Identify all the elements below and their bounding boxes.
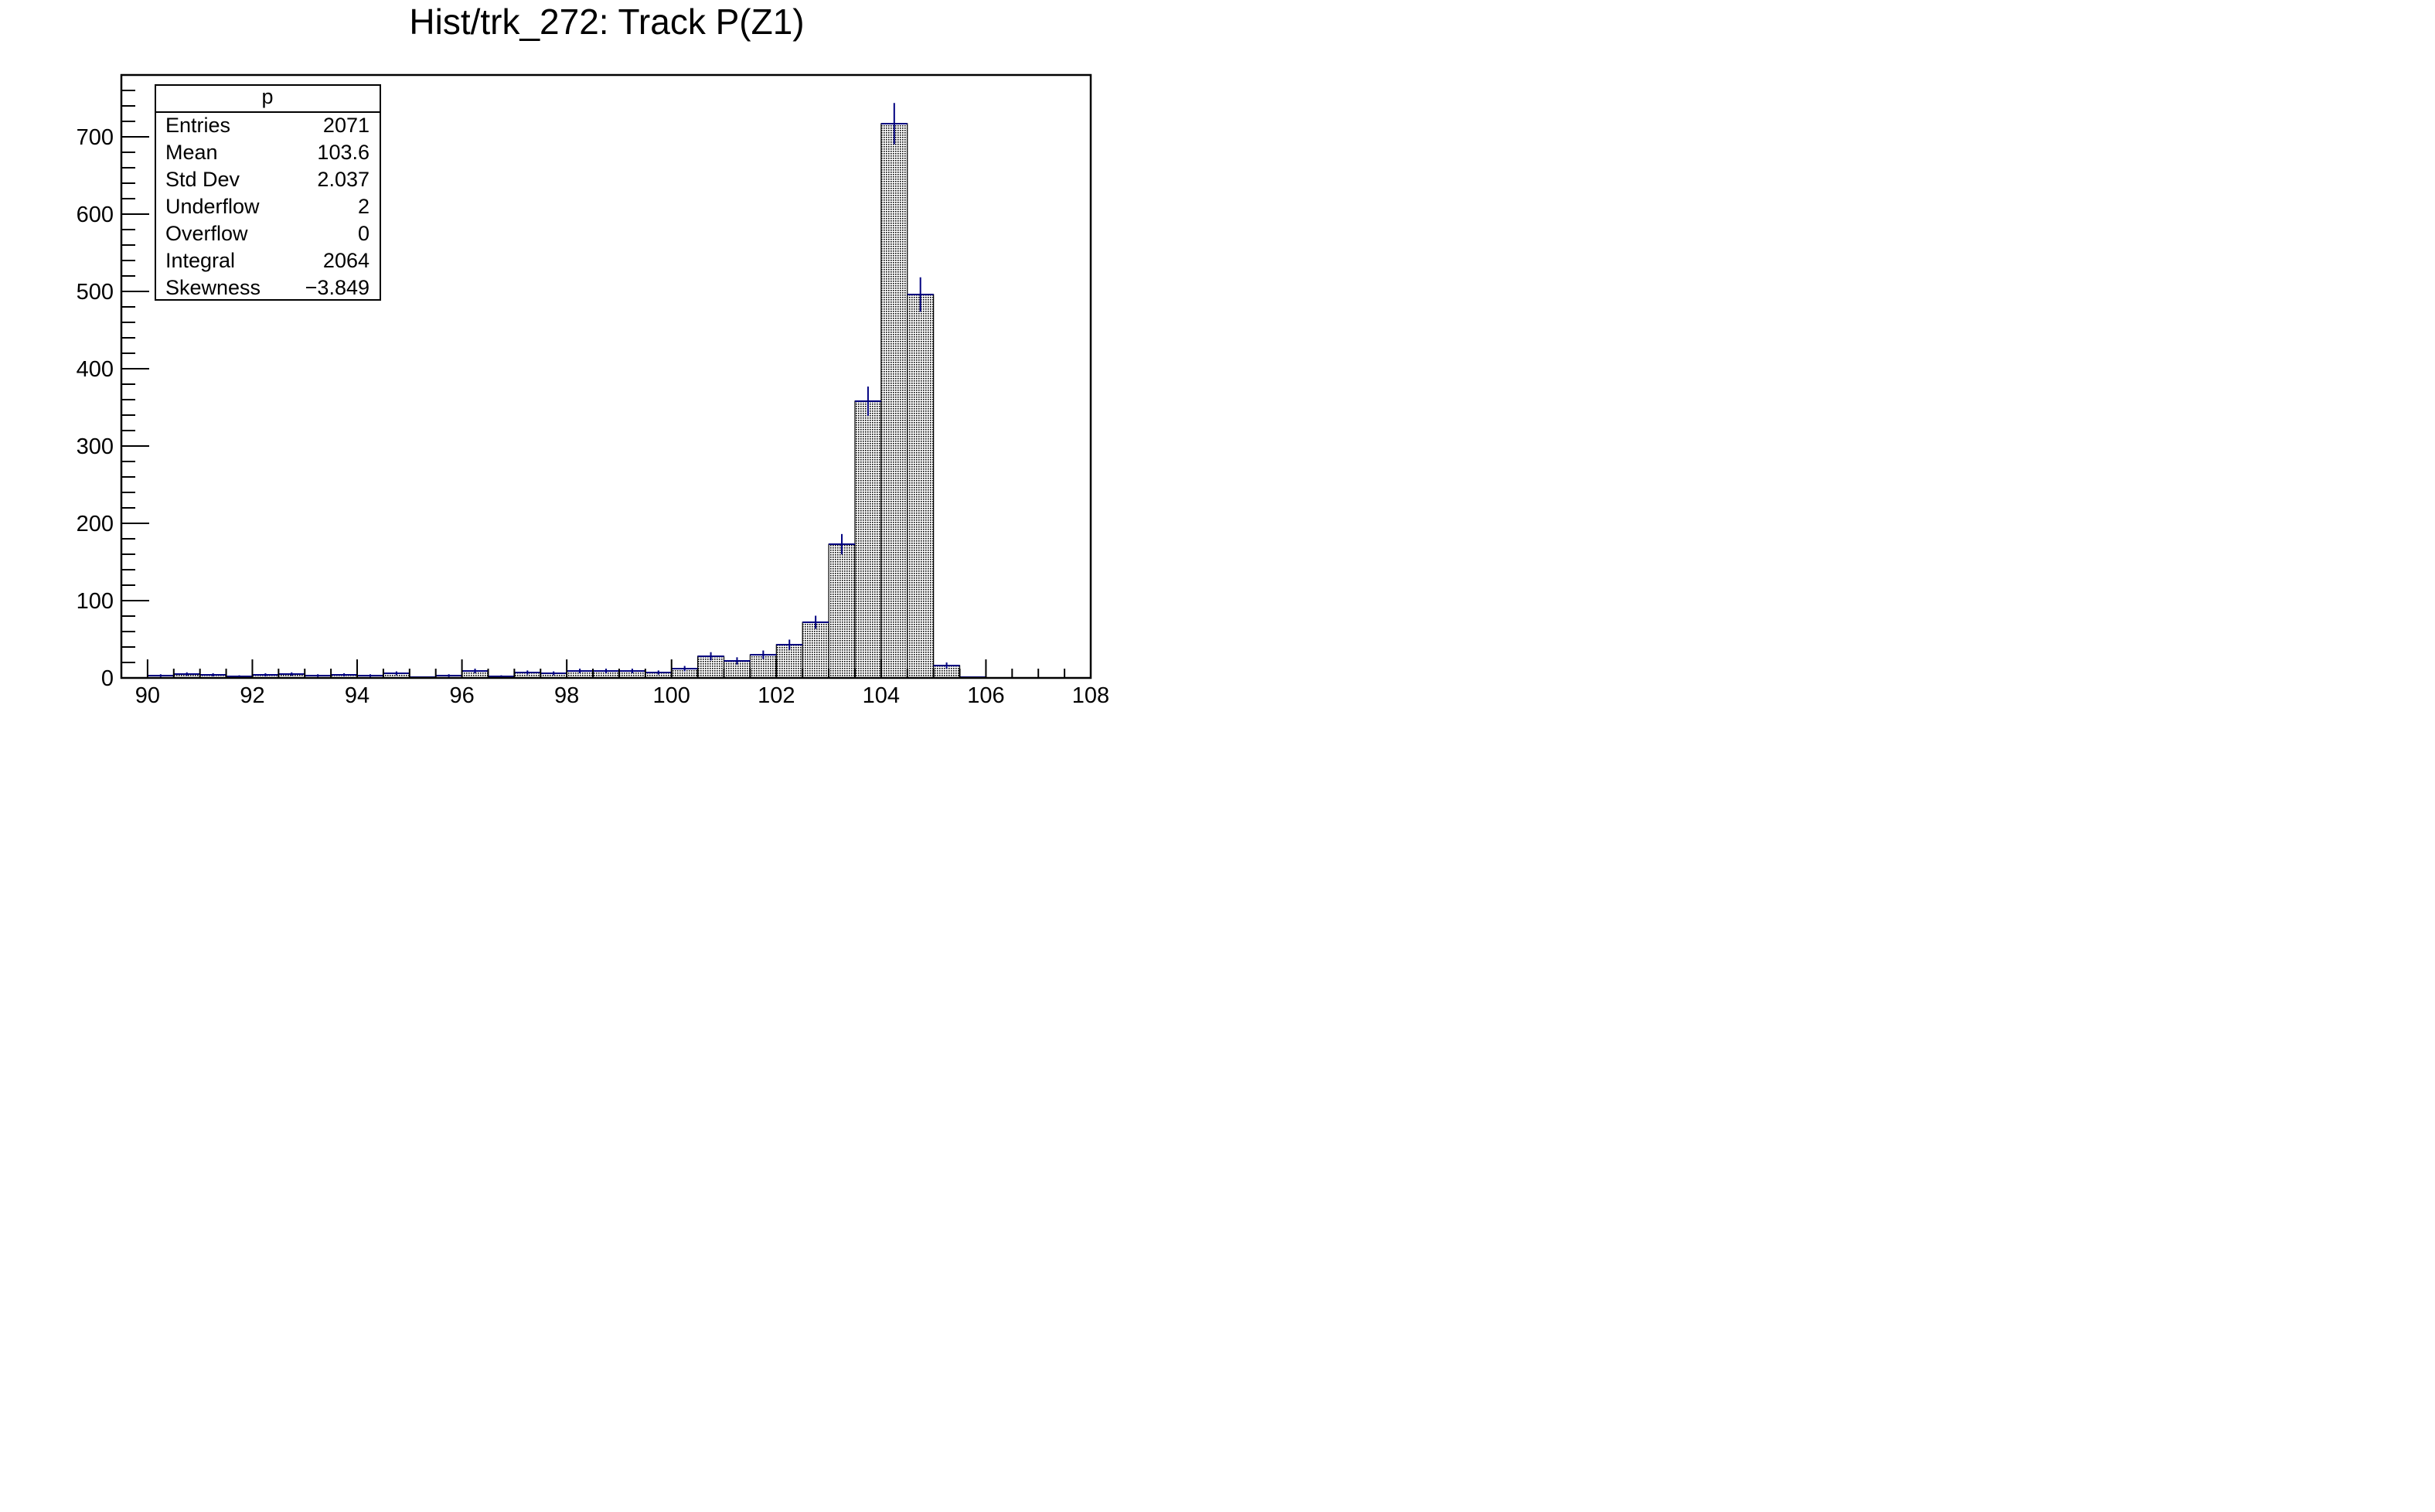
x-tick-label: 102: [758, 683, 795, 708]
y-axis: 0 100 200 300 400 500 600 700: [77, 74, 149, 691]
stats-row-value: −3.849: [305, 276, 370, 299]
x-tick-label: 104: [863, 683, 900, 708]
stats-row-value: 2071: [323, 114, 370, 137]
histogram-bar: [854, 400, 882, 679]
stats-row-label: Overflow: [165, 222, 248, 245]
stats-row-label: Underflow: [165, 195, 260, 218]
stats-row-label: Integral: [165, 249, 235, 272]
y-tick-label: 500: [77, 280, 114, 305]
y-tick-label: 700: [77, 125, 114, 150]
stats-row-label: Mean: [165, 141, 218, 164]
stats-box-title: p: [261, 85, 273, 108]
stats-row-label: Skewness: [165, 276, 261, 299]
x-tick-label: 100: [653, 683, 690, 708]
histogram-bar: [802, 621, 829, 679]
x-tick-label: 108: [1072, 683, 1109, 708]
histogram-bar: [907, 294, 935, 679]
histogram-bar: [880, 123, 908, 679]
x-tick-label: 98: [554, 683, 579, 708]
x-tick-label: 96: [449, 683, 474, 708]
histogram-bar: [828, 543, 856, 679]
x-tick-label: 106: [967, 683, 1004, 708]
stats-row-value: 2064: [323, 249, 370, 272]
stats-row-value: 2: [358, 195, 370, 218]
x-tick-label: 94: [345, 683, 370, 708]
chart-title: Hist/trk_272: Track P(Z1): [409, 2, 804, 42]
y-tick-label: 400: [77, 357, 114, 382]
plot-frame: [120, 73, 1092, 679]
stats-box-frame: [155, 84, 381, 301]
stats-box: p Entries 2071 Mean 103.6 Std Dev 2.037 Underf…: [155, 84, 381, 301]
histogram-bars: [147, 123, 987, 679]
stats-row-label: Entries: [165, 114, 230, 137]
stats-row-value: 0: [358, 222, 370, 245]
stats-box-rows: Entries 2071 Mean 103.6 Std Dev 2.037 Underflo…: [165, 114, 370, 299]
stats-row-label: Std Dev: [165, 168, 240, 191]
y-tick-label: 300: [77, 434, 114, 459]
stats-row-value: 103.6: [317, 141, 370, 164]
y-tick-label: 0: [101, 666, 114, 691]
y-tick-label: 600: [77, 203, 114, 227]
x-tick-label: 90: [135, 683, 160, 708]
x-axis: 90 92 94 96 98 100 102 104 106 108: [135, 659, 1109, 708]
x-tick-label: 92: [240, 683, 264, 708]
histogram-chart: Hist/trk_272: Track P(Z1) 90 92 94 96 98 100 1…: [77, 2, 1110, 708]
stats-row-value: 2.037: [317, 168, 370, 191]
y-tick-label: 100: [77, 589, 114, 614]
y-tick-label: 200: [77, 512, 114, 536]
